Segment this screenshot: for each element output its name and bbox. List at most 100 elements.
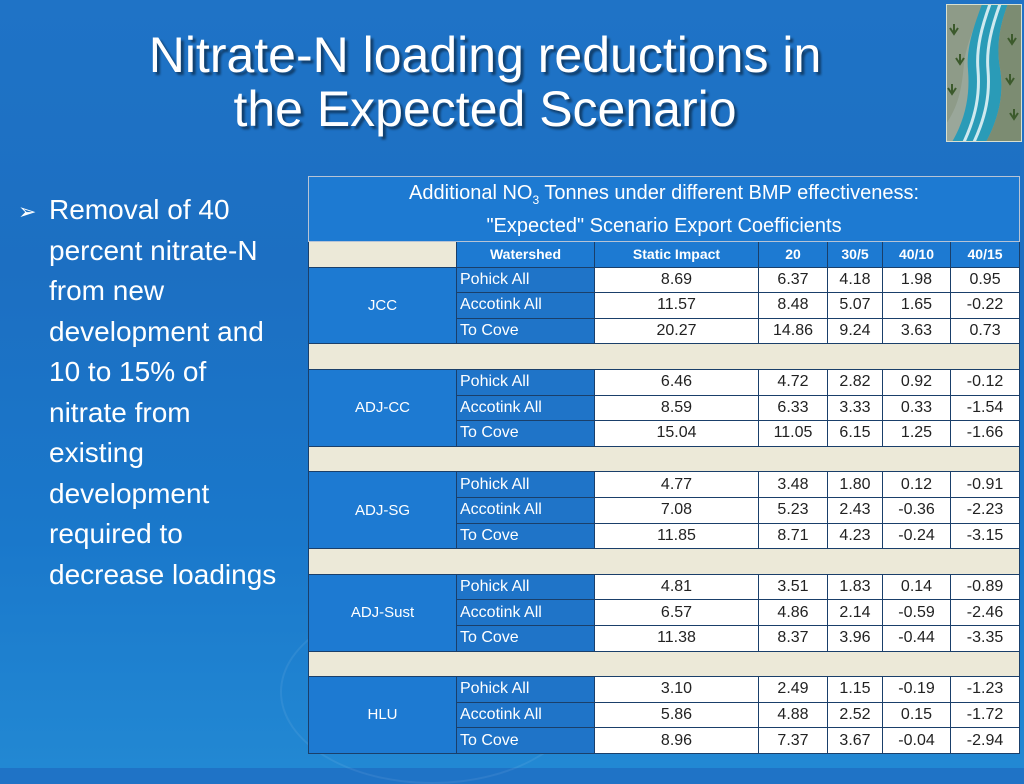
- value-cell: -0.59: [882, 599, 951, 626]
- value-cell: 1.15: [827, 676, 883, 703]
- table-caption-line2: "Expected" Scenario Export Coefficients: [486, 214, 842, 237]
- watershed-cell: To Cove: [456, 727, 595, 754]
- value-cell: 3.67: [827, 727, 883, 754]
- watershed-cell: To Cove: [456, 522, 595, 550]
- column-header: Watershed: [456, 241, 595, 268]
- value-cell: 8.71: [758, 522, 828, 550]
- table-row: ADJ-CC Pohick All 6.46 4.72 2.82 0.92 -0.12: [308, 368, 1021, 447]
- table-row: JCC Pohick All 8.69 6.37 4.18 1.98 0.95: [308, 266, 1021, 345]
- spacer-row: [307, 650, 1021, 678]
- table-caption-part: Additional NO: [409, 181, 533, 204]
- value-cell: -0.89: [949, 573, 1021, 601]
- spacer-row: [307, 343, 1021, 370]
- table-row: To Cove 11.38 8.37 3.96 -0.44 -3.35: [309, 624, 1021, 652]
- value-cell: 0.33: [882, 394, 951, 422]
- value-cell: 4.23: [827, 522, 883, 550]
- value-cell: 9.24: [827, 317, 883, 345]
- value-cell: 1.65: [882, 292, 951, 319]
- table-body: JCC Pohick All 8.69 6.37 4.18 1.98 0.95 Accotin…: [307, 266, 1021, 754]
- value-cell: 6.57: [594, 599, 759, 626]
- value-cell: 6.37: [758, 266, 828, 294]
- table-caption: Additional NO3 Tonnes under different BM…: [307, 176, 1021, 242]
- value-cell: 0.15: [882, 701, 951, 729]
- watershed-cell: Accotink All: [456, 701, 595, 729]
- value-cell: 1.98: [882, 266, 951, 294]
- value-cell: -2.23: [949, 496, 1021, 524]
- value-cell: 3.96: [827, 624, 883, 652]
- watershed-cell: To Cove: [456, 624, 595, 652]
- nitrate-table: Additional NO3 Tonnes under different BM…: [307, 176, 1021, 754]
- table-caption-part: Tonnes under different BMP effectiveness…: [539, 181, 920, 204]
- watershed-cell: Accotink All: [456, 394, 595, 422]
- watershed-cell: Accotink All: [456, 292, 595, 319]
- value-cell: 20.27: [594, 317, 759, 345]
- bullet-point: ➢ Removal of 40 percent nitrate-N from n…: [18, 190, 288, 595]
- slide-title-line1: Nitrate-N loading reductions in: [148, 27, 822, 83]
- value-cell: 0.12: [882, 471, 951, 498]
- column-header: 20: [758, 241, 828, 268]
- table-row: To Cove 20.27 14.86 9.24 3.63 0.73: [309, 317, 1021, 345]
- table-row: Accotink All 7.08 5.23 2.43 -0.36 -2.23: [309, 496, 1021, 524]
- spacer-cell: [307, 650, 1021, 678]
- table-row: HLU Pohick All 3.10 2.49 1.15 -0.19 -1.23: [308, 676, 1021, 754]
- value-cell: 1.25: [882, 420, 951, 447]
- value-cell: 7.37: [758, 727, 828, 754]
- spacer-row: [307, 548, 1021, 575]
- value-cell: -0.44: [882, 624, 951, 652]
- watershed-cell: Accotink All: [456, 599, 595, 626]
- value-cell: 14.86: [758, 317, 828, 345]
- value-cell: 11.38: [594, 624, 759, 652]
- column-header: 40/10: [882, 241, 951, 268]
- value-cell: 2.14: [827, 599, 883, 626]
- watershed-cell: Pohick All: [456, 266, 595, 294]
- arrow-bullet-icon: ➢: [18, 199, 37, 224]
- value-cell: -0.19: [882, 676, 951, 703]
- value-cell: -0.04: [882, 727, 951, 754]
- table-row: To Cove 11.85 8.71 4.23 -0.24 -3.15: [309, 522, 1021, 550]
- value-cell: 4.86: [758, 599, 828, 626]
- scenario-group-label: ADJ-SG: [308, 471, 457, 550]
- column-header: Static Impact: [594, 241, 759, 268]
- table-row: ADJ-SG Pohick All 4.77 3.48 1.80 0.12 -0.91: [308, 471, 1021, 550]
- value-cell: 1.83: [827, 573, 883, 601]
- spacer-cell: [307, 343, 1021, 370]
- watershed-cell: To Cove: [456, 317, 595, 345]
- value-cell: -2.46: [949, 599, 1021, 626]
- spacer-cell: [307, 445, 1021, 473]
- value-cell: 0.73: [949, 317, 1021, 345]
- value-cell: 8.96: [594, 727, 759, 754]
- value-cell: 8.37: [758, 624, 828, 652]
- table-caption-subscript: 3: [532, 192, 540, 207]
- header-blank-cell: [308, 241, 457, 268]
- value-cell: 3.33: [827, 394, 883, 422]
- value-cell: 3.51: [758, 573, 828, 601]
- value-cell: 0.95: [949, 266, 1021, 294]
- spacer-row: [307, 445, 1021, 473]
- value-cell: 11.85: [594, 522, 759, 550]
- value-cell: 2.82: [827, 368, 883, 396]
- value-cell: 5.86: [594, 701, 759, 729]
- value-cell: -0.22: [949, 292, 1021, 319]
- value-cell: 5.23: [758, 496, 828, 524]
- watershed-cell: Accotink All: [456, 496, 595, 524]
- scenario-group-label: JCC: [308, 266, 457, 345]
- column-header: 40/15: [949, 241, 1021, 268]
- value-cell: 11.05: [758, 420, 828, 447]
- table-row: To Cove 15.04 11.05 6.15 1.25 -1.66: [309, 420, 1021, 447]
- value-cell: -0.24: [882, 522, 951, 550]
- value-cell: 3.48: [758, 471, 828, 498]
- scenario-group-label: ADJ-Sust: [308, 573, 457, 652]
- value-cell: -1.54: [949, 394, 1021, 422]
- value-cell: 4.72: [758, 368, 828, 396]
- value-cell: -1.66: [949, 420, 1021, 447]
- value-cell: 8.48: [758, 292, 828, 319]
- table-row: ADJ-Sust Pohick All 4.81 3.51 1.83 0.14 -0.89: [308, 573, 1021, 652]
- table-row: To Cove 8.96 7.37 3.67 -0.04 -2.94: [309, 727, 1021, 754]
- value-cell: 6.15: [827, 420, 883, 447]
- value-cell: -3.35: [949, 624, 1021, 652]
- value-cell: -0.91: [949, 471, 1021, 498]
- table-row: Accotink All 6.57 4.86 2.14 -0.59 -2.46: [309, 599, 1021, 626]
- value-cell: 11.57: [594, 292, 759, 319]
- value-cell: 15.04: [594, 420, 759, 447]
- scenario-group-label: HLU: [308, 676, 457, 754]
